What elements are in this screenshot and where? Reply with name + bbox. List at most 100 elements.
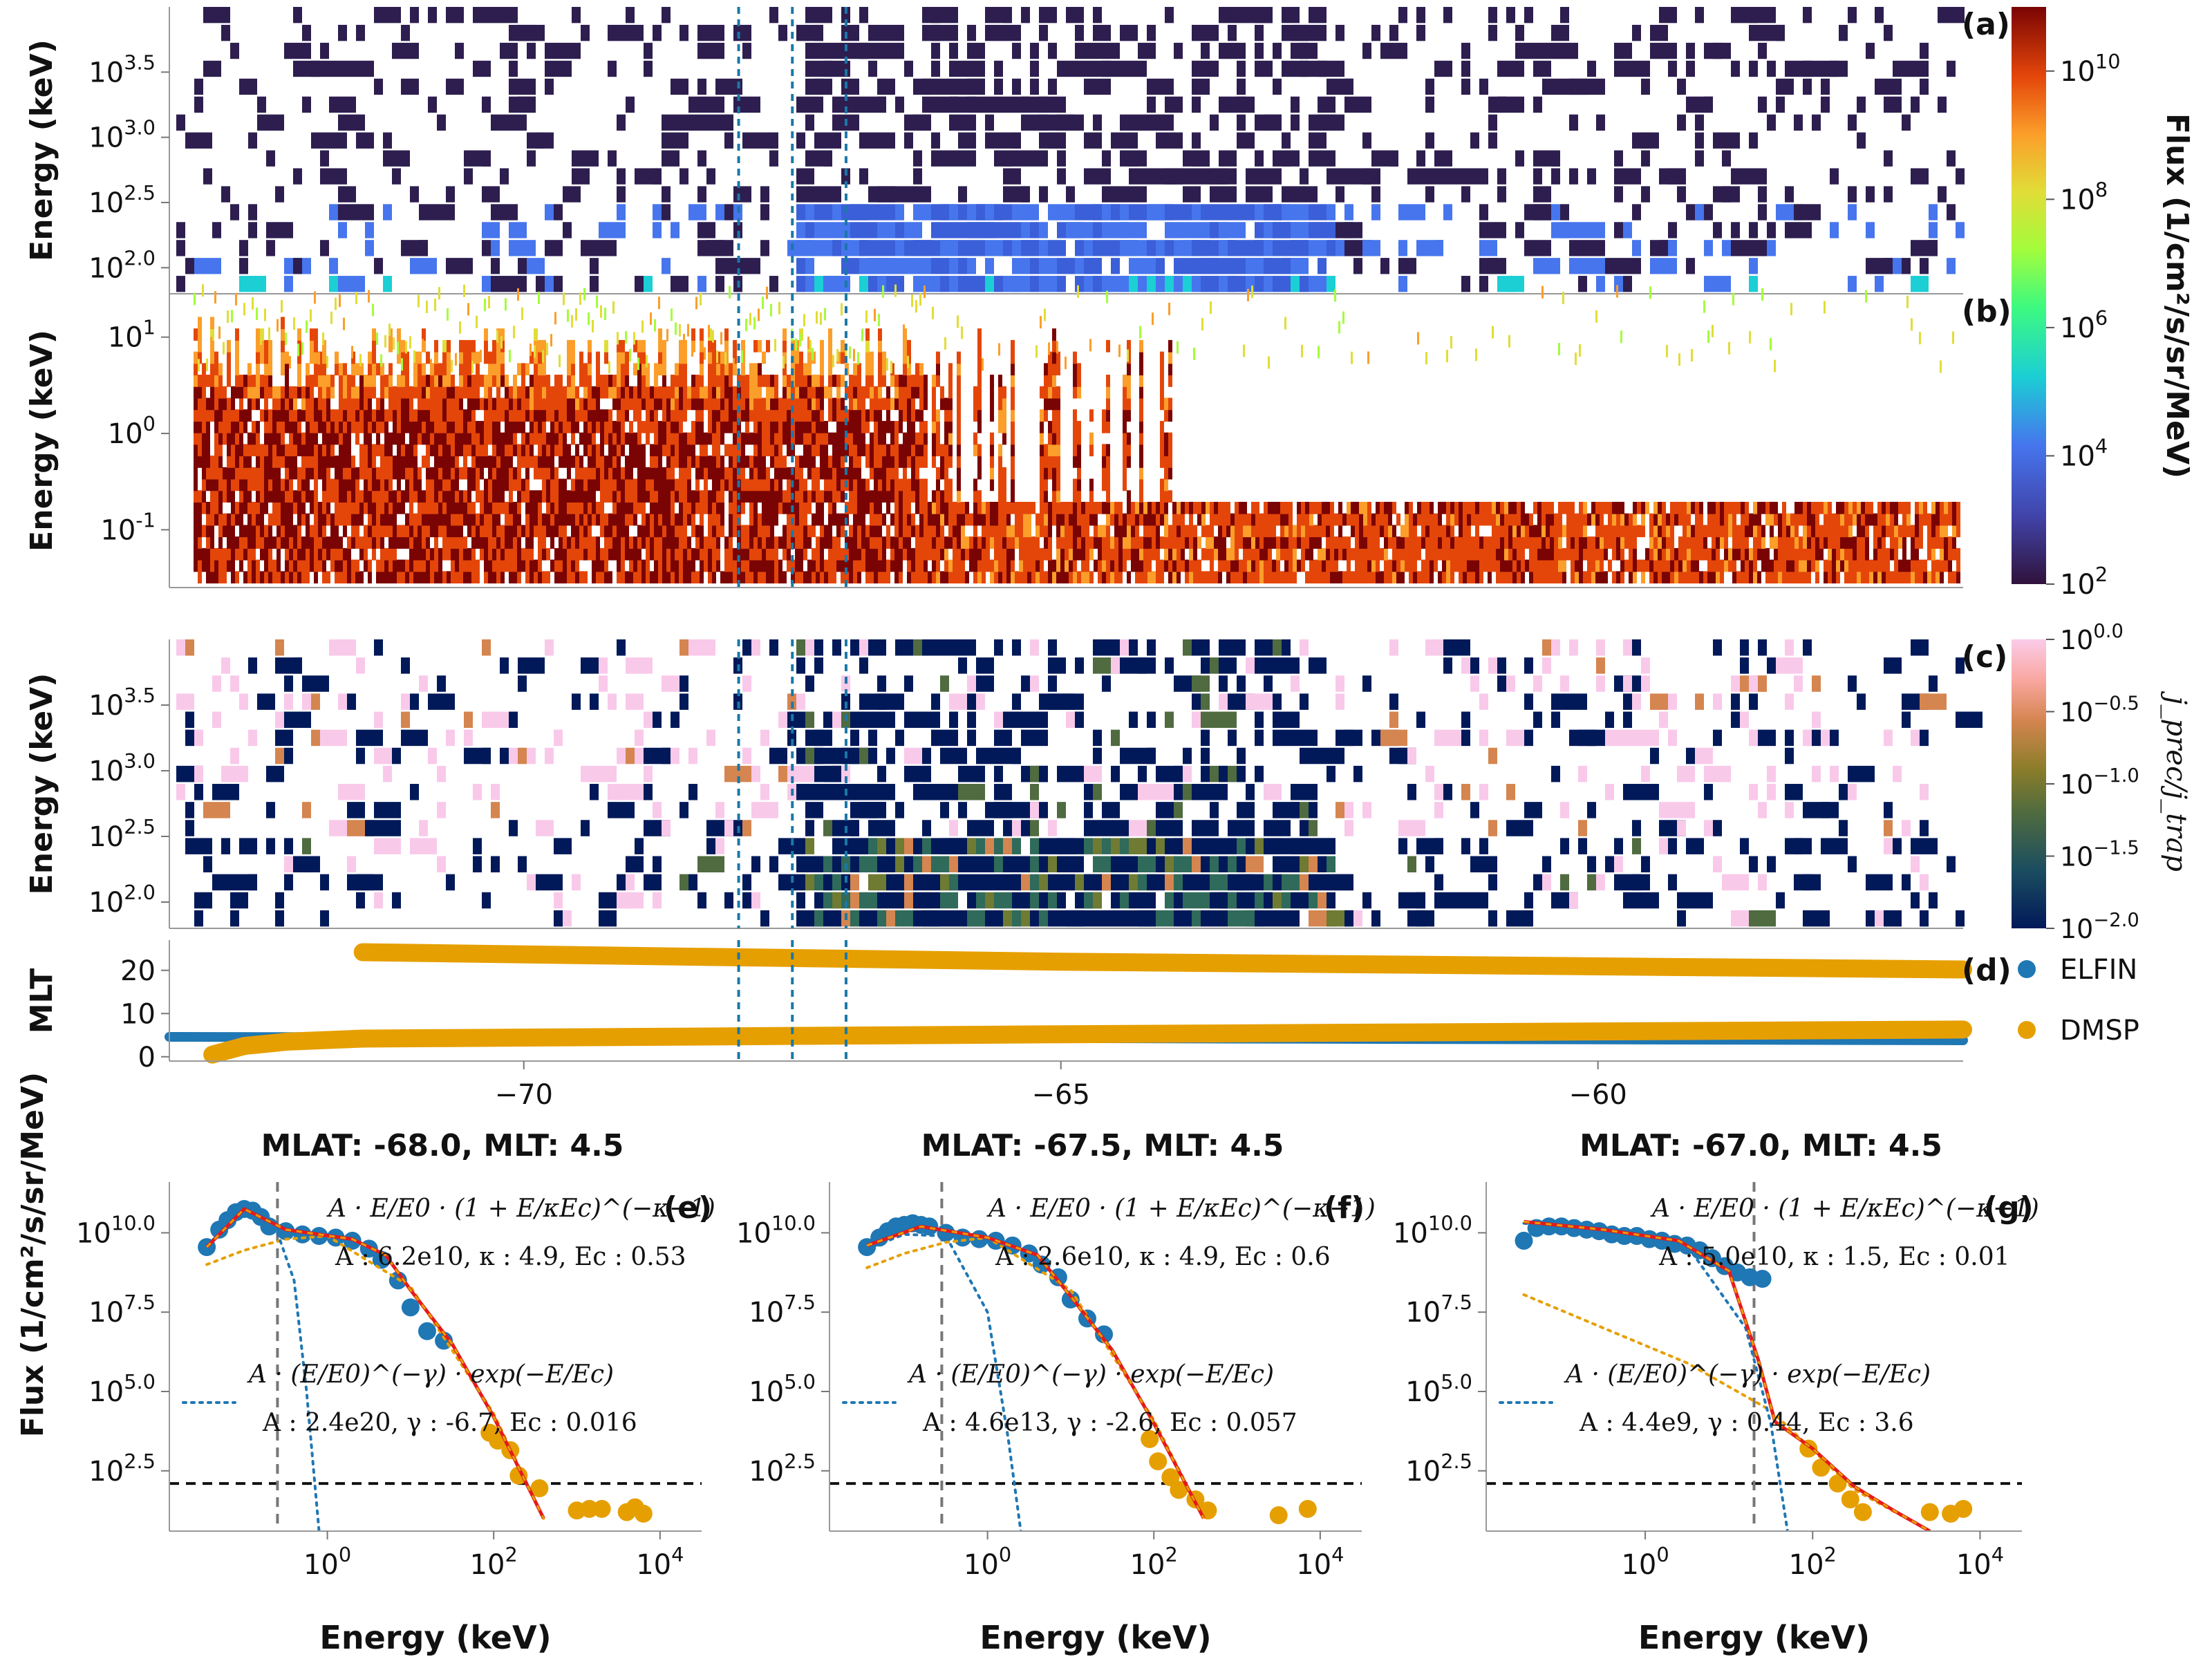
spectrogram-cell [662,7,671,24]
spectrogram-cell [1929,222,1938,238]
spectrogram-cell [646,432,650,445]
spectrogram-cell [572,150,599,167]
spectrogram-cell [944,478,948,491]
spectrogram-cell [247,409,252,422]
spectrogram-cell [1650,42,1677,59]
spectrogram-cell [248,132,257,149]
spectrogram-cell [791,432,795,445]
spectrogram-cell [338,24,347,41]
spectrogram-cell [517,571,521,584]
spectrogram-cell [766,571,770,584]
spectrogram-cell [973,386,977,399]
spectrogram-cell [572,186,581,203]
spectrogram-cell [1035,513,1040,526]
spectrogram-cell [335,420,339,433]
spectrogram-cell [704,432,708,445]
spectrogram-cell [1002,571,1006,584]
spectrogram-cell [1012,222,1021,238]
spectrogram-cell [567,363,571,376]
spectrogram-cell [252,375,256,387]
spectrogram-cell [339,375,343,387]
spectrogram-cell [612,386,617,399]
spectrogram-cell [907,339,911,353]
spectrogram-cell [335,571,339,584]
spectrogram-cell [1344,78,1353,95]
spectrogram-cell [488,386,492,399]
spectrogram-cell [1156,240,1165,256]
spectrogram-cell [1920,60,1929,77]
spectrogram-cell [1776,24,1785,41]
spectrogram-cell [608,456,612,468]
spectrogram-cell [223,559,227,572]
spectrogram-cell [588,444,592,457]
spectrogram-cell [845,386,849,399]
spectrogram-cell [861,444,865,457]
spectrogram-cell [1139,432,1143,445]
spectrogram-cell [293,501,297,514]
spectrogram-cell [1143,547,1147,561]
spectrogram-cell [807,397,812,411]
spectrogram-cell [1380,258,1389,274]
spectrogram-cell [1143,571,1147,584]
spectrogram-cell [442,444,447,457]
spectrogram-cell [583,571,588,584]
spectrogram-cell [1758,204,1767,221]
spectrogram-cell [940,571,944,584]
spectrogram-cell [542,525,546,538]
spectrogram-cell [1237,114,1246,131]
spectrogram-cell [915,432,919,445]
spectrogram-cell [1425,78,1434,95]
spectrogram-cell [418,420,422,433]
spectrogram-cell [1118,536,1123,549]
spectrogram-cell [301,547,306,561]
spectrogram-cell [877,24,904,41]
spectrogram-cell [907,456,911,468]
spectrogram-cell [372,467,376,480]
spectrogram-cell [853,513,857,526]
spectrogram-cell [700,525,704,538]
spectrogram-cell [297,375,301,387]
spectrogram-cell [958,60,967,77]
spectrogram-cell [359,386,364,399]
spectrogram-cell [351,375,355,387]
spectrogram-cell [683,375,687,387]
spectrogram-cell [1722,150,1731,167]
spectrogram-cell [1081,501,1085,514]
spectrogram-cell [583,375,588,387]
spectrogram-cell [853,386,857,399]
spectrogram-cell [807,467,812,480]
spectrogram-cell [812,525,816,538]
spectrogram-cell [467,525,471,538]
spectrogram-cell [447,308,449,321]
spectrogram-cell [650,536,654,549]
spectrogram-cell [886,78,895,95]
spectrogram-cell [1695,204,1704,221]
spectrogram-cell [608,444,612,457]
spectrogram-cell [720,420,724,433]
spectrogram-cell [480,350,482,363]
spectrogram-cell [198,501,202,514]
spectrogram-cell [691,456,695,468]
spectrogram-cell [704,386,708,399]
spectrogram-cell [886,358,888,371]
spectrogram-cell [982,501,986,514]
spectrogram-cell [816,375,820,387]
spectrogram-cell [1065,559,1069,572]
spectrogram-cell [986,559,990,572]
spectrogram-cell [919,501,924,514]
spectrogram-cell [849,571,853,584]
spectrogram-cell [343,559,347,572]
spectrogram-cell [491,240,500,256]
spectrogram-cell [1362,168,1371,185]
spectrogram-cell [293,409,297,422]
spectrogram-cell [782,409,787,422]
spectrogram-cell [467,490,471,503]
spectrogram-cell [239,547,243,561]
spectrogram-cell [878,571,882,584]
spectrogram-cell [264,308,266,321]
spectrogram-cell [1073,432,1077,445]
spectrogram-cell [388,501,393,514]
spectrogram-cell [1093,132,1102,149]
spectrogram-cell [1650,258,1677,274]
spectrogram-cell [409,571,413,584]
